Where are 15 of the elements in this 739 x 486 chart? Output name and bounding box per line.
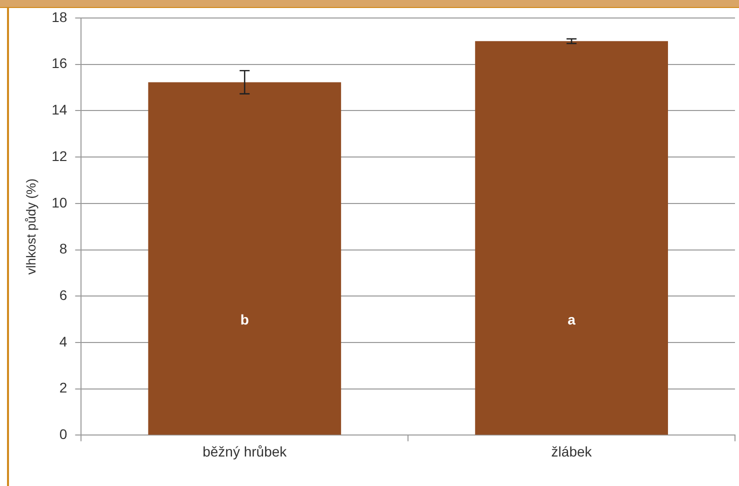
y-tick-label: 12 [52,148,68,164]
y-tick-label: 8 [59,240,68,257]
y-axis-title: vlhkost půdy (%) [23,178,38,275]
y-tick-label: 14 [52,102,68,118]
x-tick-label: běžný hrůbek [202,443,288,460]
annotation: a [568,311,576,328]
y-tick-label: 6 [59,286,68,303]
y-tick-label: 16 [52,55,68,72]
annotation: b [240,311,249,328]
y-tick-label: 10 [52,194,68,210]
x-tick-label: žlábek [551,443,593,460]
y-tick-label: 0 [59,426,68,442]
y-tick-label: 2 [59,380,68,396]
y-tick-label: 18 [52,8,68,25]
y-tick-label: 4 [59,333,68,350]
